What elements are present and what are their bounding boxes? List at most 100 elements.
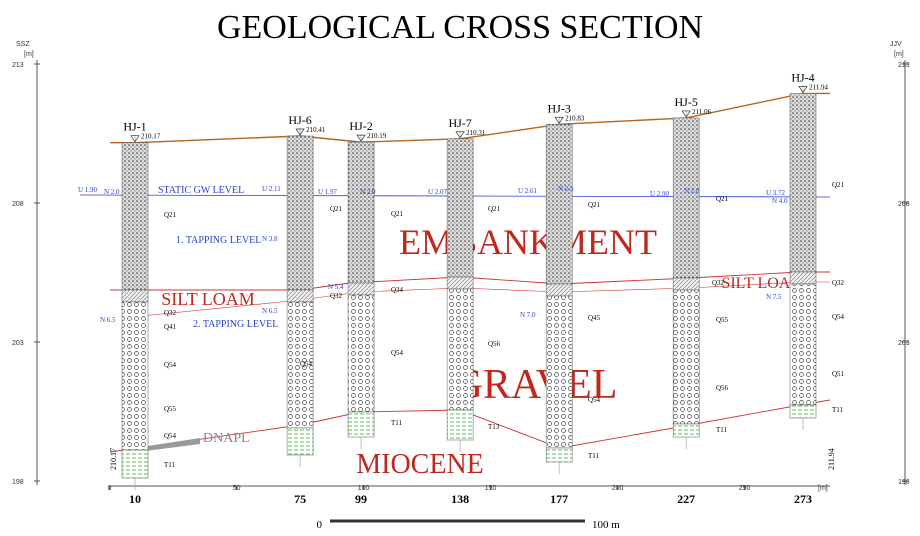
- gw-label: N 7.0: [520, 311, 536, 319]
- borehole-silt: [672, 277, 700, 291]
- borehole-elevation: 210.17: [141, 133, 161, 141]
- layer-label: SILT LOAM: [721, 275, 804, 292]
- borehole-name: HJ-1: [123, 120, 146, 134]
- layer-label: SILT LOAM: [161, 289, 255, 309]
- axis-tick-label: 208: [12, 201, 24, 208]
- dnapl-label: DNAPL: [203, 431, 250, 446]
- end-elevation: 210.17: [109, 448, 118, 470]
- borehole-embankment: [545, 124, 573, 285]
- layer-code: Q21: [488, 205, 501, 213]
- borehole-distance: 138: [451, 492, 469, 506]
- borehole-elevation: 210.19: [367, 132, 387, 140]
- borehole-marker: [356, 134, 366, 142]
- layer-code: T11: [164, 461, 176, 469]
- gw-label: N 2.0: [104, 188, 120, 196]
- layer-code: Q32: [330, 292, 343, 300]
- layer-code: T11: [832, 406, 844, 414]
- x-tick-label: 250: [739, 485, 751, 492]
- borehole-silt: [789, 271, 817, 285]
- borehole-embankment: [286, 135, 314, 291]
- borehole-silt: [286, 289, 314, 303]
- axis-tick-label: 208: [898, 201, 910, 208]
- x-tick-label: 0: [108, 485, 112, 492]
- layer-code: Q32: [164, 309, 177, 317]
- borehole-name: HJ-6: [288, 113, 311, 127]
- layer-code: Q54: [391, 349, 404, 357]
- borehole-embankment: [672, 117, 700, 279]
- x-tick-label: 50: [233, 485, 241, 492]
- gw-label: N 2.5: [558, 185, 574, 193]
- layer-code: T11: [716, 426, 728, 434]
- layer-label: GRAVEL: [453, 362, 618, 408]
- borehole-silt: [121, 289, 149, 303]
- gw-label: U 1.97: [318, 188, 338, 196]
- layer-code: Q32: [712, 279, 725, 287]
- layer-label: MIOCENE: [356, 449, 484, 480]
- x-tick-label: 150: [485, 485, 497, 492]
- axis-tick-label: 213: [12, 62, 24, 69]
- borehole-miocene: [286, 427, 314, 456]
- borehole-embankment: [121, 142, 149, 291]
- borehole-name: HJ-2: [349, 119, 372, 133]
- gw-label: U 1.90: [78, 186, 98, 194]
- borehole-elevation: 210.83: [565, 114, 585, 122]
- gw-label: N 5.4: [328, 283, 344, 291]
- borehole-name: HJ-3: [547, 101, 570, 115]
- borehole-distance: 99: [355, 492, 367, 506]
- borehole-name: HJ-5: [674, 95, 697, 109]
- borehole-distance: 177: [550, 492, 568, 506]
- borehole-elevation: 211.06: [692, 108, 711, 116]
- layer-code: Q21: [391, 210, 404, 218]
- gw-label: N 6.5: [262, 307, 278, 315]
- dynamic: 213 208 203 198 213 208 203 198 0 50 100 150 200 250 […: [12, 62, 910, 506]
- layer-code: Q55: [716, 316, 729, 324]
- axis-tick-label: 198: [12, 479, 24, 486]
- layer-code: Q55: [164, 405, 177, 413]
- borehole-silt: [347, 282, 375, 296]
- layer-code: Q21: [716, 195, 729, 203]
- gw-label: U 2.11: [262, 185, 281, 193]
- layer-code: Q21: [588, 201, 601, 209]
- layer-code: Q54: [164, 432, 177, 440]
- gw-label: N 2.8: [684, 187, 700, 195]
- borehole-gravel: [347, 294, 375, 413]
- water-label: STATIC GW LEVEL: [158, 185, 244, 196]
- layer-code: T11: [588, 452, 600, 460]
- right-axis-unit: [m]: [894, 51, 904, 58]
- axis-tick-label: 213: [898, 62, 910, 69]
- left-axis-unit: [m]: [24, 51, 34, 58]
- borehole-marker: [130, 135, 140, 143]
- borehole-miocene: [789, 404, 817, 419]
- scale-end: 100 m: [592, 519, 620, 531]
- borehole-marker: [455, 131, 465, 139]
- title: GEOLOGICAL CROSS SECTION: [217, 9, 703, 46]
- layer-code: Q54: [832, 313, 845, 321]
- borehole-distance: 273: [794, 492, 812, 506]
- axis-tick-label: 198: [898, 479, 910, 486]
- layer-code: Q41: [164, 323, 177, 331]
- borehole-miocene: [347, 411, 375, 438]
- gw-label: N 2.0: [360, 188, 376, 196]
- layer-code: Q21: [832, 181, 845, 189]
- borehole-distance: 227: [677, 492, 695, 506]
- axis-tick-label: 203: [12, 340, 24, 347]
- end-elevation: 211.94: [827, 448, 836, 470]
- borehole-marker: [295, 128, 305, 136]
- layer-code: Q54: [164, 361, 177, 369]
- x-tick-label: 200: [612, 485, 624, 492]
- borehole-marker: [798, 86, 808, 94]
- gw-label: N 6.5: [100, 316, 116, 324]
- borehole-name: HJ-7: [448, 116, 471, 130]
- borehole-marker: [554, 116, 564, 124]
- gw-label: U 3.72: [766, 189, 786, 197]
- x-axis-unit: [m]: [818, 485, 828, 492]
- left-axis-name: SSZ: [16, 41, 30, 48]
- borehole-gravel: [121, 301, 149, 451]
- borehole-miocene: [545, 447, 573, 463]
- layer-code: Q51: [832, 370, 845, 378]
- borehole-gravel: [545, 295, 573, 449]
- borehole-marker: [681, 110, 691, 118]
- borehole-gravel: [789, 283, 817, 406]
- layer-code: Q56: [488, 340, 501, 348]
